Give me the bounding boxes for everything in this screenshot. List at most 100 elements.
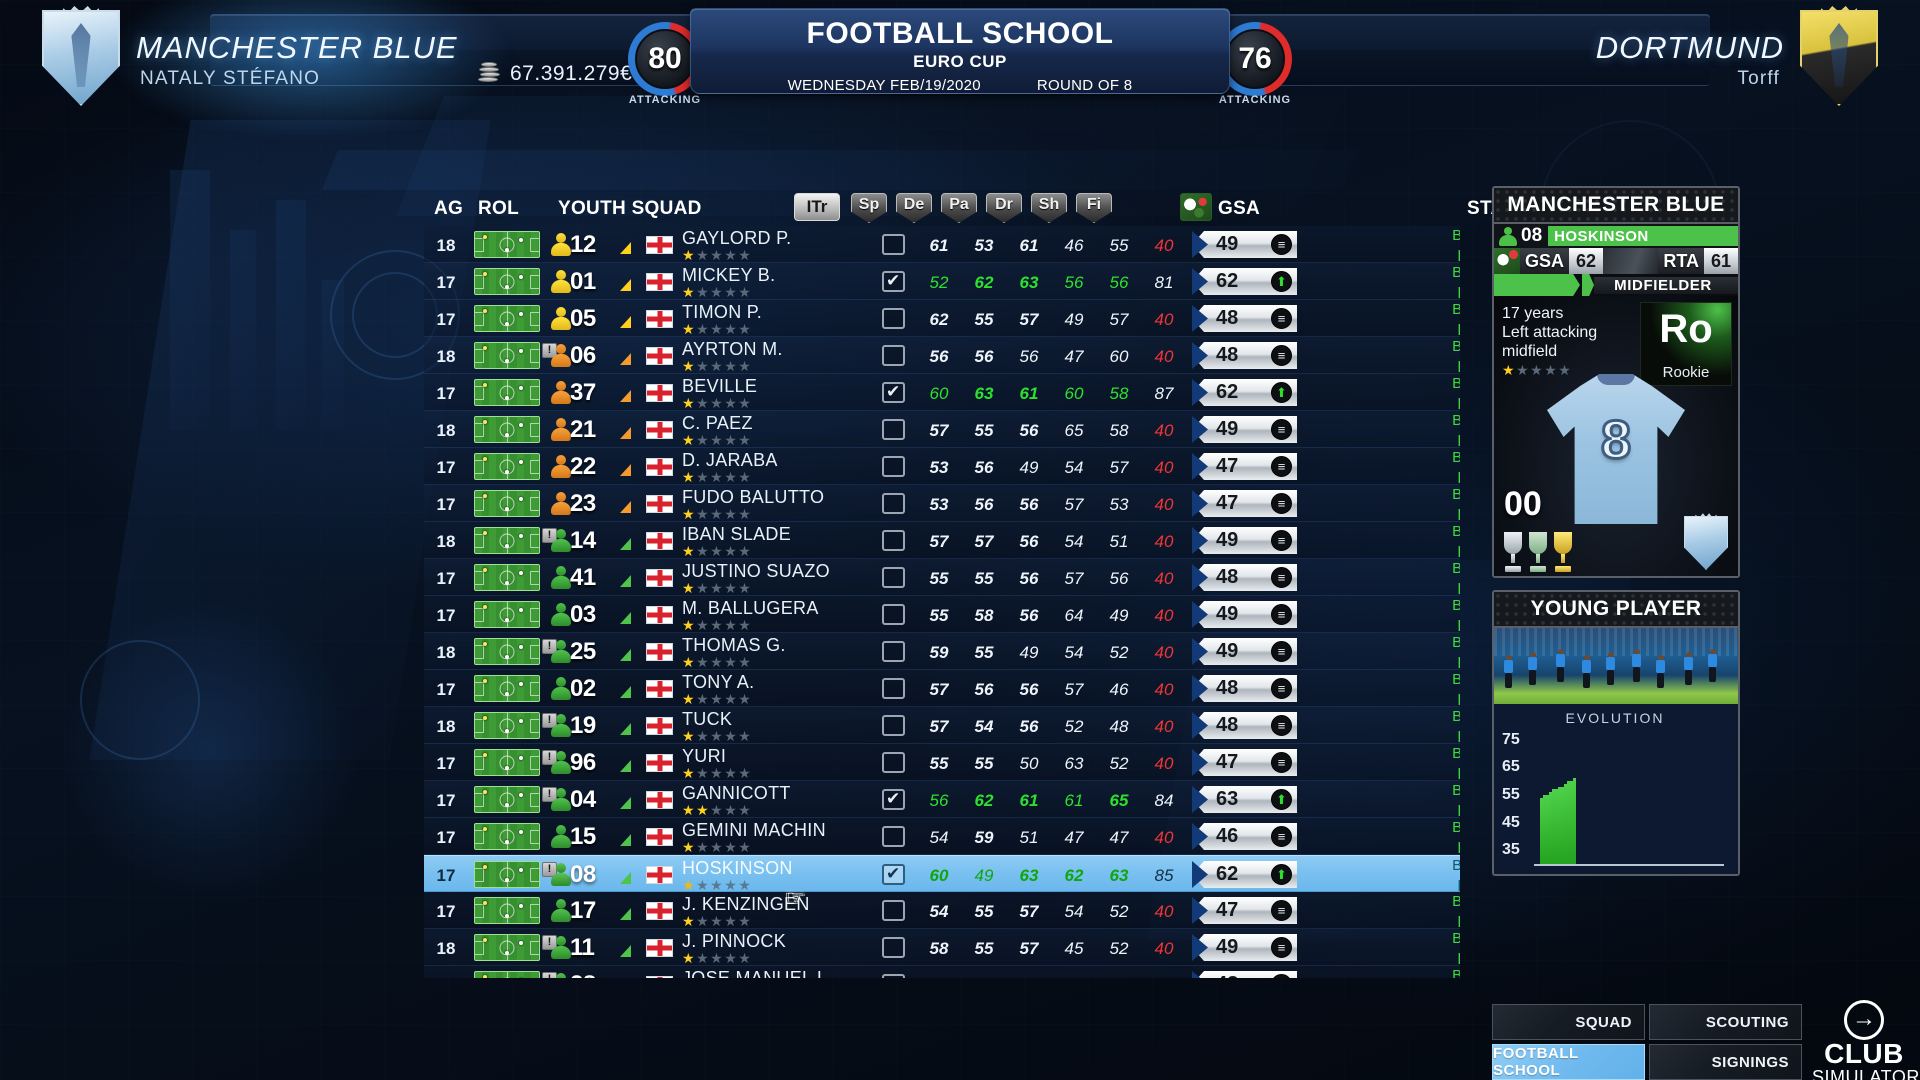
cell-stat: 54 [974,717,994,736]
cell-age: 17 [436,569,456,588]
table-row[interactable]: 17!04GANNICOTT★★★★★56626161658463⬆B-Team… [424,781,1460,818]
cell-player-name: FUDO BALUTTO [682,487,825,507]
column-header-gsa[interactable]: GSA [1218,198,1261,219]
cell-status: B-Teamplayer [1452,301,1460,336]
cell-stat: 51 [1019,828,1039,847]
table-row[interactable]: 17 22 D. JARABA★★★★★ 53 56 49 54 57 40 47≡ B-Teamp… [424,448,1460,485]
cell-shirt-number: 15 [570,823,596,850]
itr-checkbox[interactable] [882,789,905,810]
tab-squad[interactable]: SQUAD [1492,1004,1645,1040]
itr-checkbox[interactable] [882,345,905,366]
itr-checkbox[interactable] [882,752,905,773]
cell-stat: 55 [974,421,994,440]
table-row[interactable]: 17 37 BEVILLE★★★★★ 60 63 61 60 58 87 62⬆ B-Teampla… [424,374,1460,411]
table-row[interactable]: 17! 08 HOSKINSON★★★★★ 60 49 63 62 63 85 62⬆ B-Team… [424,855,1460,893]
form-arrow-icon [620,464,631,476]
nationality-flag-icon [646,643,673,661]
table-row[interactable]: 17 05 TIMON P.★★★★★ 62 55 57 49 57 40 48≡ B-Teampl… [424,300,1460,337]
table-row[interactable]: 17 23 FUDO BALUTTO★★★★★ 53 56 56 57 53 40 47≡ B-Te… [424,485,1460,522]
cell-status: B-Teamplayer [1452,412,1460,447]
brand-line2: SIMULATOR [1812,1067,1920,1080]
column-header-fitness[interactable]: Fi [1076,193,1112,223]
cell-stat: 55 [929,606,949,625]
gsa-value: 62 [1569,248,1604,274]
cell-stat: 52 [1109,754,1129,773]
background-bar [230,230,256,430]
itr-checkbox[interactable] [882,937,905,958]
column-header-shooting[interactable]: Sh [1031,193,1067,223]
tab-signings[interactable]: SIGNINGS [1649,1044,1802,1080]
itr-checkbox[interactable] [882,530,905,551]
cell-stat: 65 [1109,791,1129,810]
table-row[interactable]: 17 41 JUSTINO SUAZO★★★★★ 55 55 56 57 56 40 48≡ B-T… [424,559,1460,596]
trend-icon: ≡ [1271,752,1292,773]
position-chevron-icon [1582,274,1594,296]
table-row[interactable]: 17 03 M. BALLUGERA★★★★★ 55 58 56 64 49 40 49≡ B-Te… [424,596,1460,633]
itr-checkbox[interactable] [882,826,905,847]
itr-checkbox[interactable] [882,493,905,514]
table-row[interactable]: 17 17 J. KENZINGEN★★★★★ 54 55 57 54 52 40 47≡ B-Te… [424,892,1460,929]
itr-checkbox[interactable] [882,715,905,736]
itr-checkbox[interactable] [882,234,905,255]
tab-scouting[interactable]: SCOUTING [1649,1004,1802,1040]
cell-stat: 40 [1154,347,1174,366]
itr-checkbox[interactable] [882,641,905,662]
table-row[interactable]: 18 12 GAYLORD P.★★★★★ 61 53 61 46 55 40 49≡ B-Team… [424,226,1460,263]
cell-stat: 56 [964,976,1004,978]
itr-checkbox[interactable] [882,678,905,699]
column-header-passing[interactable]: Pa [941,193,977,223]
column-header-dribble[interactable]: Dr [986,193,1022,223]
column-header-name[interactable]: YOUTH SQUAD [558,198,702,219]
itr-checkbox[interactable] [882,308,905,329]
itr-checkbox[interactable] [882,900,905,921]
itr-checkbox[interactable] [882,604,905,625]
table-row[interactable]: 18! 11 J. PINNOCK★★★★★ 58 55 57 45 52 40 49≡ B-Tea… [424,929,1460,966]
trend-icon: ≡ [1271,937,1292,958]
table-row[interactable]: 17 02 TONY A.★★★★★ 57 56 56 57 46 40 48≡ B-Teampla… [424,670,1460,707]
cell-gsa: 48≡ [1192,564,1297,591]
match-round: ROUND OF 8 [1036,77,1133,94]
itr-checkbox[interactable] [882,864,905,885]
itr-checkbox[interactable] [882,419,905,440]
table-row[interactable]: 18 21 C. PAEZ★★★★★ 57 55 56 65 58 40 49≡ B-Teampla… [424,411,1460,448]
nationality-flag-icon [646,791,673,809]
table-row[interactable]: 18!19TUCK★★★★★57545652484048≡B-Teamplaye… [424,707,1460,744]
position-pitch-icon [474,601,540,628]
cell-stat: 56 [1064,273,1084,292]
column-header-defence[interactable]: De [896,193,932,223]
player-rank-badge: Ro Rookie [1640,302,1732,386]
cell-gsa: 47 ≡ [1192,453,1297,480]
background-shape [60,600,360,900]
cell-stat: 55 [974,754,994,773]
table-row[interactable]: 17 01 MICKEY B.★★★★★ 52 62 63 56 56 81 62⬆ B-Teamp… [424,263,1460,300]
column-header-itr[interactable]: ITr [794,193,840,221]
itr-checkbox[interactable] [882,974,905,978]
rank-abbreviation: Ro [1659,307,1713,351]
cell-stat: 58 [929,939,949,958]
bottom-tab-bar: SQUAD SCOUTING FOOTBALL SCHOOL SIGNINGS [1492,1004,1802,1080]
cell-status: B-Teamplayer [1452,930,1460,965]
itr-checkbox[interactable] [882,456,905,477]
cell-stat: 57 [1109,310,1129,329]
table-row[interactable]: 17 15 GEMINI MACHIN★★★★★ 54 59 51 47 47 40 46≡ B-T… [424,818,1460,855]
cell-stat: 56 [1019,421,1039,440]
cell-star-rating: ★★★★★ [682,691,753,707]
itr-checkbox[interactable] [882,567,905,588]
column-header-age[interactable]: AG [434,198,464,219]
column-header-speed[interactable]: Sp [851,193,887,223]
nationality-flag-icon [646,680,673,698]
table-row[interactable]: 18!28JOSE MANUEL L.★★★★★54565657404048≡B… [424,966,1460,978]
tab-football-school[interactable]: FOOTBALL SCHOOL [1492,1044,1645,1080]
cell-stat: 40 [1154,569,1174,588]
table-row[interactable]: 17!96YURI★★★★★55555063524047≡B-Teamplaye… [424,744,1460,781]
itr-checkbox[interactable] [882,271,905,292]
runner-figure [1708,649,1717,684]
evolution-bar [1549,792,1552,864]
itr-checkbox[interactable] [882,382,905,403]
cell-age: 17 [436,310,456,329]
column-header-role[interactable]: ROL [478,198,520,219]
